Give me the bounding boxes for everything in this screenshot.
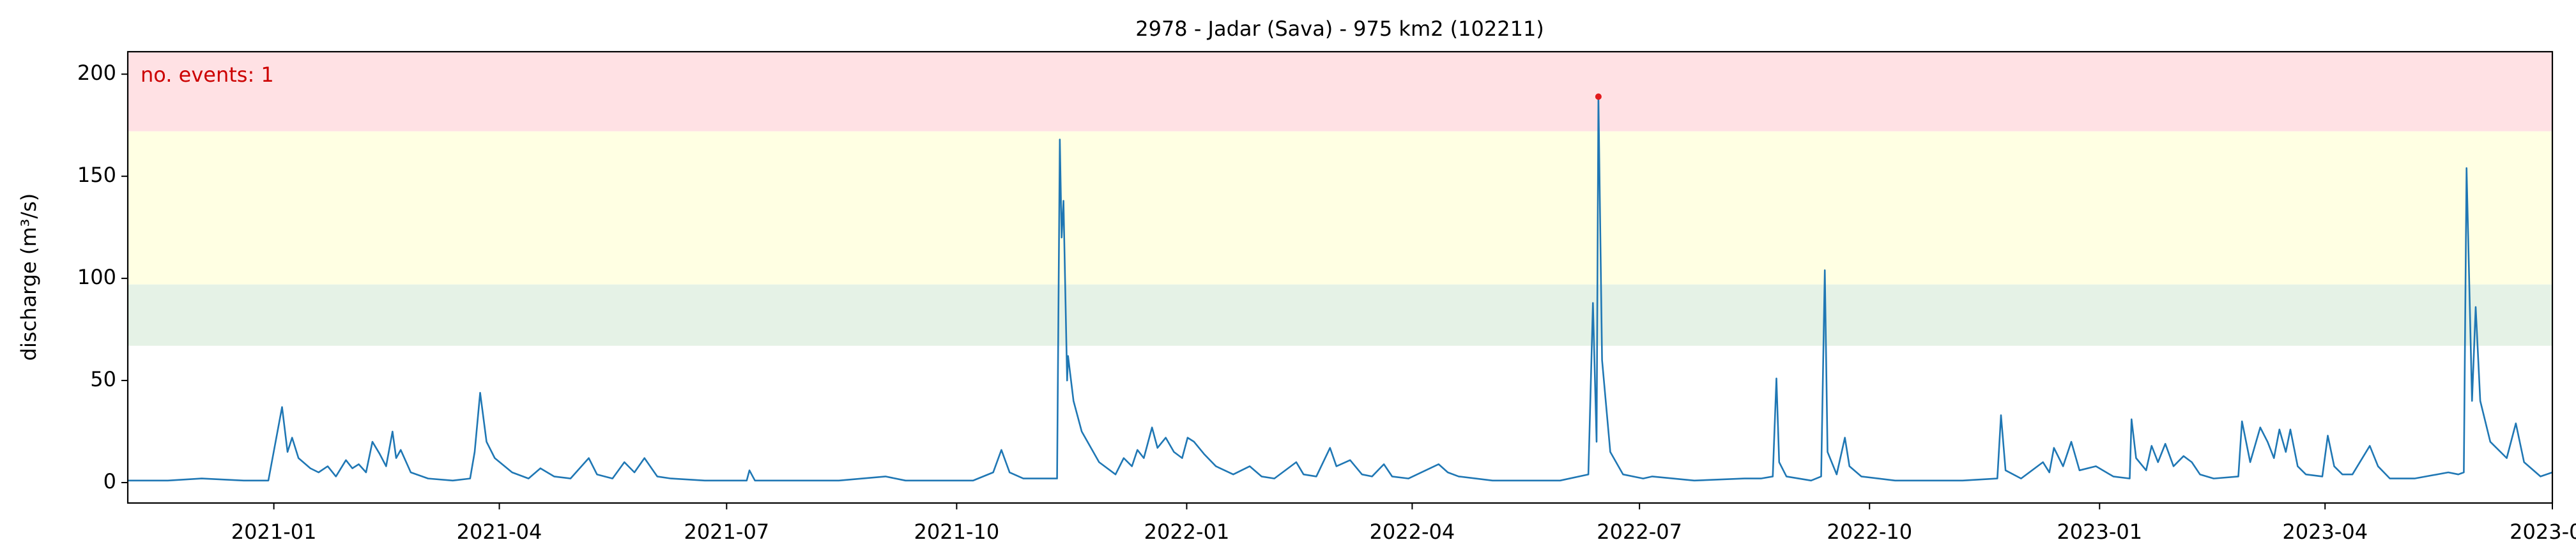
y-tick-label: 200 — [77, 61, 116, 85]
x-tick-label: 2021-10 — [914, 520, 1000, 544]
x-tick-label: 2023-07 — [2510, 520, 2576, 544]
y-axis-label: discharge (m³/s) — [17, 193, 41, 361]
x-tick-label: 2022-01 — [1144, 520, 1230, 544]
events-annotation: no. events: 1 — [141, 63, 274, 87]
plot-frame — [126, 50, 2554, 504]
x-tick-label: 2022-10 — [1827, 520, 1912, 544]
threshold-band — [128, 52, 2552, 131]
threshold-band — [128, 131, 2552, 285]
discharge-line — [128, 96, 2553, 482]
y-tick-label: 0 — [103, 469, 116, 493]
x-tick-label: 2022-04 — [1370, 520, 1455, 544]
y-tick-label: 150 — [77, 163, 116, 187]
event-marker — [1595, 93, 1602, 100]
y-tick-label: 100 — [77, 265, 116, 289]
chart-title: 2978 - Jadar (Sava) - 975 km2 (102211) — [1135, 17, 1544, 41]
y-tick-label: 50 — [90, 367, 116, 391]
threshold-band — [128, 284, 2552, 346]
x-tick-label: 2021-01 — [231, 520, 317, 544]
x-tick-label: 2022-07 — [1597, 520, 1682, 544]
x-tick-label: 2021-04 — [457, 520, 542, 544]
x-tick-label: 2023-01 — [2057, 520, 2142, 544]
x-tick-label: 2023-04 — [2282, 520, 2368, 544]
x-tick-label: 2021-07 — [684, 520, 769, 544]
